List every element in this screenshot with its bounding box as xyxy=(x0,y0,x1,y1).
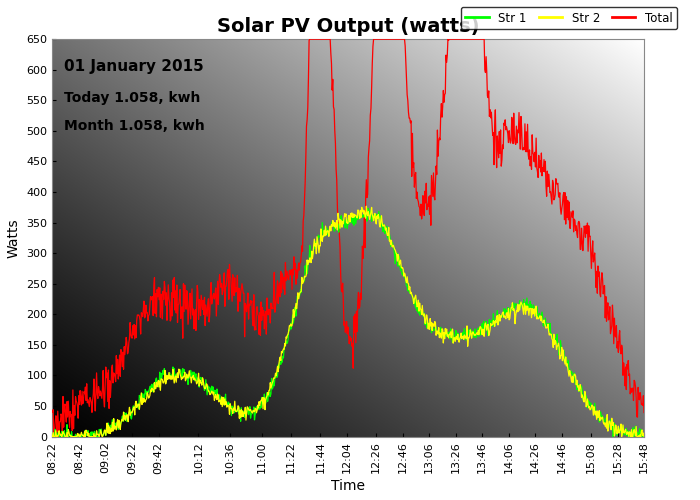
Text: Today 1.058, kwh: Today 1.058, kwh xyxy=(64,91,201,105)
X-axis label: Time: Time xyxy=(331,479,365,493)
Y-axis label: Watts: Watts xyxy=(7,218,21,258)
Text: Month 1.058, kwh: Month 1.058, kwh xyxy=(64,118,205,132)
Title: Solar PV Output (watts): Solar PV Output (watts) xyxy=(217,17,480,36)
Legend: Str 1, Str 2, Total: Str 1, Str 2, Total xyxy=(461,7,678,30)
Text: 01 January 2015: 01 January 2015 xyxy=(64,59,204,74)
